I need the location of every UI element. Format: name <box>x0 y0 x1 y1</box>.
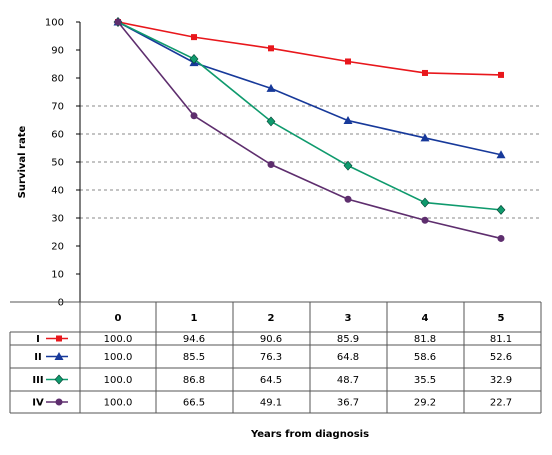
data-point-III <box>266 116 276 127</box>
table-cell: 22.7 <box>490 398 512 409</box>
table-cell: 81.8 <box>414 334 436 345</box>
data-point-I <box>345 58 351 65</box>
series-line-IV <box>117 21 502 240</box>
table-cell: 100.0 <box>104 334 133 345</box>
legend-marker-III <box>54 374 64 385</box>
table-cell: 94.6 <box>183 334 205 345</box>
table-cell: 100.0 <box>104 398 133 409</box>
y-tick-label: 90 <box>51 46 64 57</box>
x-category-label: 1 <box>191 313 198 324</box>
series-line-I <box>117 21 502 76</box>
axis-layer: 0 10 20 30 40 50 60 70 80 90 100 <box>45 18 81 309</box>
legend-label-IV: IV <box>32 398 44 409</box>
data-point-I <box>498 71 504 78</box>
data-point-IV <box>190 112 198 120</box>
grid-layer <box>80 105 541 219</box>
table-cell: 85.9 <box>337 334 359 345</box>
y-tick-label: 0 <box>58 298 64 309</box>
y-tick-label: 70 <box>51 102 64 113</box>
y-tick-label: 10 <box>51 270 64 281</box>
y-tick-label: 50 <box>51 158 64 169</box>
data-point-II <box>496 150 506 159</box>
x-category-label: 3 <box>345 313 352 324</box>
data-point-III <box>420 197 430 208</box>
x-category-label: 5 <box>498 313 505 324</box>
legend-label-I: I <box>36 334 40 345</box>
legend-label-III: III <box>32 375 43 386</box>
table-cell: 85.5 <box>183 352 205 363</box>
data-point-II <box>266 83 276 92</box>
x-category-label: 4 <box>422 313 429 324</box>
data-table: 0 1 2 3 4 5 I 100.0 94.6 90.6 85.9 81.8 81.1 II 100.0 8… <box>9 301 542 414</box>
table-cell: 100.0 <box>104 352 133 363</box>
data-point-II <box>343 116 353 125</box>
table-cell: 32.9 <box>490 375 512 386</box>
data-point-IV <box>497 234 505 242</box>
table-cell: 90.6 <box>260 334 282 345</box>
series-line-III <box>117 21 502 211</box>
table-cell: 48.7 <box>337 375 359 386</box>
x-axis-title: Years from diagnosis <box>250 429 369 440</box>
data-point-II <box>420 133 430 142</box>
table-cell: 100.0 <box>104 375 133 386</box>
x-category-label: 2 <box>268 313 275 324</box>
data-point-IV <box>344 195 352 203</box>
table-cell: 29.2 <box>414 398 436 409</box>
data-point-I <box>422 69 428 76</box>
data-point-IV <box>421 216 429 224</box>
y-tick-label: 80 <box>51 74 64 85</box>
series-line-II <box>117 21 502 156</box>
table-cell: 49.1 <box>260 398 282 409</box>
data-point-III <box>343 160 353 171</box>
y-tick-label: 40 <box>51 186 64 197</box>
table-cell: 35.5 <box>414 375 436 386</box>
table-cell: 86.8 <box>183 375 205 386</box>
data-point-I <box>268 45 274 52</box>
table-cell: 66.5 <box>183 398 205 409</box>
data-point-III <box>189 54 199 64</box>
y-tick-label: 20 <box>51 242 64 253</box>
data-point-I <box>191 34 197 41</box>
table-cell: 81.1 <box>490 334 512 345</box>
legend-marker-IV <box>55 398 63 406</box>
y-tick-label: 30 <box>51 214 64 225</box>
table-cell: 76.3 <box>260 352 282 363</box>
x-category-label: 0 <box>115 313 122 324</box>
legend-marker-I <box>56 335 62 342</box>
table-cell: 64.8 <box>337 352 359 363</box>
table-cell: 58.6 <box>414 352 436 363</box>
y-tick-label: 60 <box>51 130 64 141</box>
data-point-IV <box>114 18 122 26</box>
table-cell: 36.7 <box>337 398 359 409</box>
legend-label-II: II <box>34 352 41 363</box>
y-tick-label: 100 <box>45 18 64 29</box>
data-point-III <box>496 204 506 215</box>
series-layer <box>113 17 506 242</box>
data-point-IV <box>267 161 275 169</box>
y-axis-title: Survival rate <box>17 125 28 198</box>
table-cell: 52.6 <box>490 352 512 363</box>
legend-marker-II <box>54 352 64 360</box>
table-cell: 64.5 <box>260 375 282 386</box>
